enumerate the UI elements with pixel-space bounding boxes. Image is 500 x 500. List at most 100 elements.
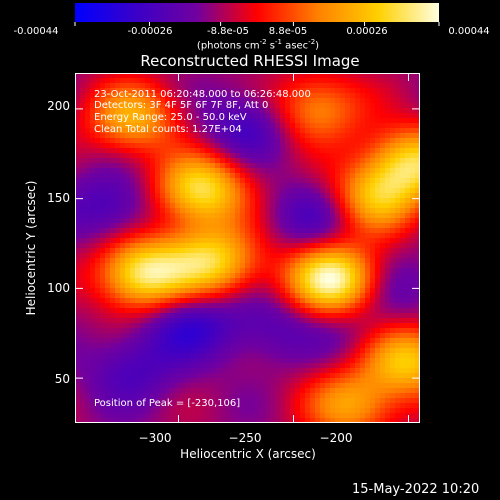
heatmap-cell <box>250 298 256 304</box>
heatmap-cell <box>100 283 106 289</box>
heatmap-cell <box>340 73 346 79</box>
heatmap-cell <box>230 313 236 319</box>
heatmap-cell <box>295 173 301 179</box>
heatmap-cell <box>240 308 246 314</box>
heatmap-cell <box>185 133 191 139</box>
heatmap-cell <box>370 323 376 329</box>
heatmap-cell <box>295 308 301 314</box>
heatmap-cell <box>125 93 131 99</box>
heatmap-cell <box>175 243 181 249</box>
heatmap-cell <box>305 288 311 294</box>
heatmap-cell <box>325 188 331 194</box>
heatmap-cell <box>115 348 121 354</box>
heatmap-cell <box>300 73 306 79</box>
heatmap-cell <box>300 228 306 234</box>
heatmap-cell <box>115 333 121 339</box>
heatmap-cell <box>415 283 420 289</box>
heatmap-cell <box>180 323 186 329</box>
heatmap-cell <box>325 233 331 239</box>
heatmap-cell <box>240 318 246 324</box>
heatmap-cell <box>270 113 276 119</box>
heatmap-cell <box>165 118 171 124</box>
heatmap-cell <box>370 403 376 409</box>
heatmap-cell <box>105 158 111 164</box>
heatmap-cell <box>185 378 191 384</box>
heatmap-cell <box>80 183 86 189</box>
heatmap-cell <box>315 323 321 329</box>
heatmap-cell <box>100 108 106 114</box>
heatmap-cell <box>145 388 151 394</box>
heatmap-cell <box>365 298 371 304</box>
heatmap-cell <box>360 183 366 189</box>
heatmap-cell <box>205 178 211 184</box>
heatmap-cell <box>410 283 416 289</box>
heatmap-cell <box>300 388 306 394</box>
heatmap-cell <box>100 343 106 349</box>
heatmap-cell <box>410 418 416 423</box>
heatmap-cell <box>250 153 256 159</box>
heatmap-cell <box>200 343 206 349</box>
heatmap-cell <box>125 163 131 169</box>
heatmap-cell <box>310 83 316 89</box>
heatmap-cell <box>95 228 101 234</box>
heatmap-cell <box>125 348 131 354</box>
heatmap-cell <box>155 288 161 294</box>
heatmap-cell <box>290 233 296 239</box>
heatmap-cell <box>150 248 156 254</box>
heatmap-cell <box>385 403 391 409</box>
heatmap-cell <box>170 373 176 379</box>
heatmap-cell <box>105 218 111 224</box>
heatmap-cell <box>265 278 271 284</box>
heatmap-cell <box>340 378 346 384</box>
heatmap-cell <box>220 308 226 314</box>
heatmap-cell <box>215 178 221 184</box>
heatmap-cell <box>80 333 86 339</box>
heatmap-cell <box>345 218 351 224</box>
heatmap-cell <box>305 243 311 249</box>
heatmap-cell <box>215 288 221 294</box>
heatmap-cell <box>375 308 381 314</box>
heatmap-cell <box>105 328 111 334</box>
heatmap-cell <box>330 283 336 289</box>
heatmap-cell <box>230 343 236 349</box>
heatmap-cell <box>400 118 406 124</box>
heatmap-cell <box>395 228 401 234</box>
heatmap-cell <box>360 158 366 164</box>
heatmap-cell <box>130 273 136 279</box>
heatmap-cell <box>395 328 401 334</box>
heatmap-cell <box>375 98 381 104</box>
heatmap-cell <box>395 393 401 399</box>
heatmap-cell <box>160 183 166 189</box>
heatmap-cell <box>230 78 236 84</box>
heatmap-cell <box>365 353 371 359</box>
heatmap-cell <box>140 163 146 169</box>
heatmap-cell <box>415 348 420 354</box>
heatmap-cell <box>190 368 196 374</box>
heatmap-cell <box>370 223 376 229</box>
heatmap-cell <box>190 353 196 359</box>
heatmap-cell <box>140 208 146 214</box>
heatmap-cell <box>320 368 326 374</box>
heatmap-cell <box>100 333 106 339</box>
heatmap-cell <box>120 318 126 324</box>
heatmap-cell <box>140 363 146 369</box>
heatmap-cell <box>270 418 276 423</box>
heatmap-cell <box>250 418 256 423</box>
heatmap-cell <box>360 103 366 109</box>
heatmap-cell <box>365 243 371 249</box>
heatmap-cell <box>155 303 161 309</box>
heatmap-cell <box>265 393 271 399</box>
heatmap-cell <box>210 313 216 319</box>
heatmap-cell <box>270 118 276 124</box>
heatmap-cell <box>275 133 281 139</box>
heatmap-cell <box>185 188 191 194</box>
heatmap-cell <box>295 148 301 154</box>
heatmap-cell <box>120 308 126 314</box>
heatmap-cell <box>360 368 366 374</box>
heatmap-cell <box>285 133 291 139</box>
heatmap-cell <box>350 158 356 164</box>
heatmap-cell <box>255 308 261 314</box>
heatmap-cell <box>125 373 131 379</box>
heatmap-cell <box>150 363 156 369</box>
heatmap-cell <box>125 133 131 139</box>
